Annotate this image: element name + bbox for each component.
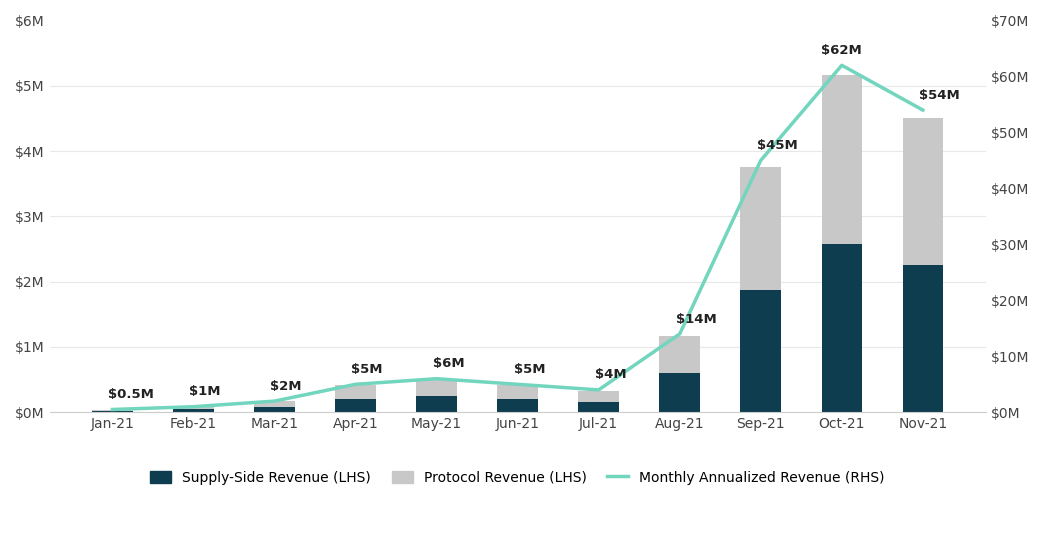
Bar [255, 407, 294, 412]
Text: $2M: $2M [270, 380, 302, 393]
Bar [173, 409, 214, 412]
Bar [417, 396, 457, 412]
Text: $0.5M: $0.5M [109, 388, 155, 401]
Bar [173, 407, 214, 409]
Text: $14M: $14M [675, 312, 716, 325]
Bar [335, 399, 376, 412]
Bar [497, 399, 538, 412]
Text: $62M: $62M [822, 44, 862, 57]
Bar [578, 403, 619, 412]
Text: $54M: $54M [919, 88, 959, 102]
Bar [903, 119, 943, 265]
Bar [660, 373, 699, 412]
Bar [335, 385, 376, 399]
Bar [740, 290, 781, 412]
Legend: Supply-Side Revenue (LHS), Protocol Revenue (LHS), Monthly Annualized Revenue (R: Supply-Side Revenue (LHS), Protocol Reve… [143, 464, 892, 492]
Text: $6M: $6M [432, 357, 465, 370]
Bar [740, 167, 781, 290]
Bar [92, 411, 133, 412]
Bar [417, 380, 457, 396]
Text: $5M: $5M [352, 363, 383, 376]
Bar [660, 336, 699, 373]
Text: $4M: $4M [595, 368, 626, 381]
Bar [903, 265, 943, 412]
Text: $1M: $1M [189, 385, 221, 398]
Bar [497, 385, 538, 399]
Bar [255, 402, 294, 407]
Text: $45M: $45M [757, 139, 798, 152]
Bar [92, 409, 133, 411]
Text: $5M: $5M [514, 363, 545, 376]
Bar [822, 75, 862, 244]
Bar [822, 244, 862, 412]
Bar [578, 390, 619, 403]
